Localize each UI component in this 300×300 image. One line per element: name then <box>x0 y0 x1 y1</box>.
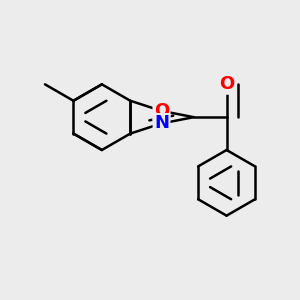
Text: N: N <box>154 114 169 132</box>
Text: O: O <box>154 102 169 120</box>
Text: O: O <box>219 75 234 93</box>
